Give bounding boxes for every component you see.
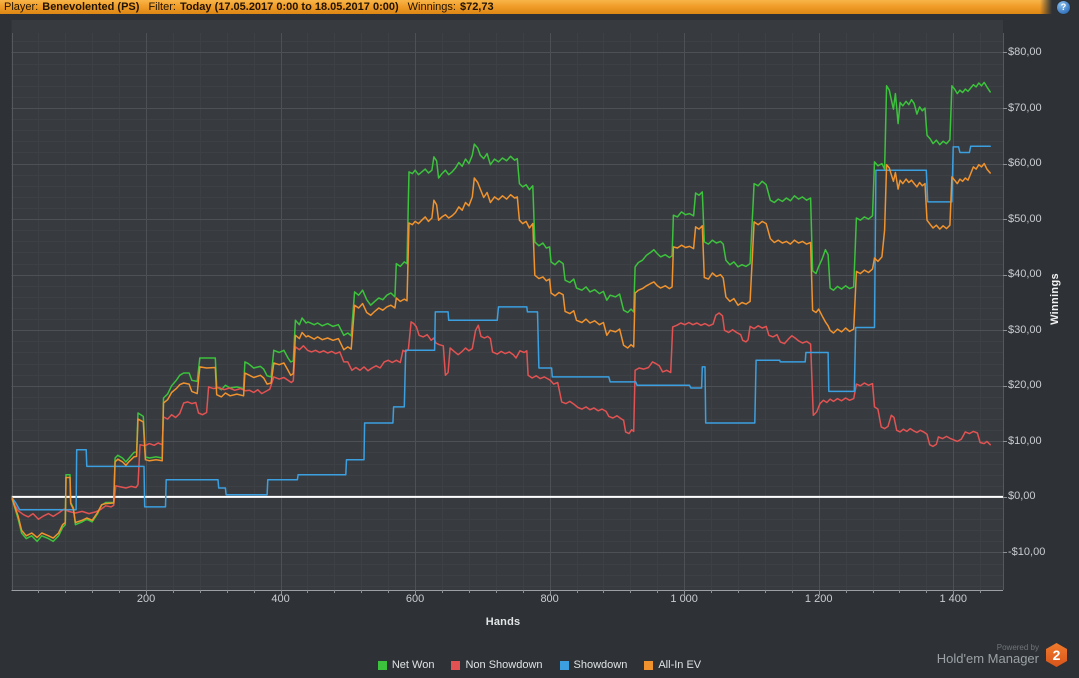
x-tick-label: 200 <box>136 593 156 605</box>
legend-label: Non Showdown <box>465 659 543 671</box>
series-non-showdown <box>11 312 991 520</box>
y-tick-label: $70,00 <box>1008 101 1042 114</box>
player-label: Player: <box>4 1 39 13</box>
y-tick-label: $80,00 <box>1008 45 1042 58</box>
plot-background <box>11 20 1003 590</box>
y-tick-label: $0,00 <box>1008 490 1036 503</box>
legend-label: All-In EV <box>658 659 702 671</box>
y-tick-label: $10,00 <box>1008 434 1042 447</box>
x-axis-title: Hands <box>485 616 521 628</box>
axis-ticks <box>38 52 1007 595</box>
legend-label: Showdown <box>573 659 628 671</box>
series-all-in-ev <box>11 162 991 539</box>
y-tick-label: $30,00 <box>1008 323 1042 336</box>
winnings-label: Winnings: <box>407 1 456 13</box>
legend-swatch-icon <box>451 660 461 670</box>
y-axis-title: Winnings <box>1049 273 1061 325</box>
legend-swatch-icon <box>644 660 654 670</box>
legend-swatch-icon <box>377 660 387 670</box>
legend-item-net-won: Net Won <box>377 659 435 671</box>
legend-item-non-showdown: Non Showdown <box>451 659 543 671</box>
y-tick-label: $20,00 <box>1008 379 1042 392</box>
x-tick-label: 800 <box>540 593 559 605</box>
grid-minor <box>11 33 1003 590</box>
title-filter-bar: Player: Benevolented (PS) Filter: Today (17… <box>0 0 1079 14</box>
legend-swatch-icon <box>559 660 569 670</box>
brand-text: Hold'em Manager <box>936 651 1039 667</box>
winnings-value: $72,73 <box>459 1 494 13</box>
y-tick-label: -$10,00 <box>1008 545 1046 558</box>
legend-item-all-in-ev: All-In EV <box>644 659 701 671</box>
series-net-won <box>11 81 991 543</box>
legend-label: Net Won <box>391 659 435 671</box>
legend-item-showdown: Showdown <box>559 659 628 671</box>
powered-by-block: Powered by Hold'em Manager 2 <box>937 643 1067 667</box>
y-tick-label: $50,00 <box>1008 212 1042 225</box>
series-showdown <box>11 145 991 511</box>
x-tick-label: 1 200 <box>804 593 833 605</box>
help-icon[interactable]: ? <box>1057 1 1070 14</box>
y-tick-label: $40,00 <box>1008 268 1042 281</box>
hm2-badge-icon: 2 <box>1046 643 1067 667</box>
filter-value: Today (17.05.2017 0:00 to 18.05.2017 0:0… <box>179 1 399 13</box>
x-tick-label: 400 <box>271 593 290 605</box>
x-tick-label: 1 400 <box>939 593 967 605</box>
player-value: Benevolented (PS) <box>42 1 140 13</box>
series-group <box>11 81 991 543</box>
x-tick-label: 1 000 <box>670 593 698 605</box>
powered-by-text: Powered by <box>996 642 1039 652</box>
chart-legend: Net Won Non Showdown Showdown All-In EV <box>0 657 1079 673</box>
y-tick-label: $60,00 <box>1008 157 1042 170</box>
x-tick-label: 600 <box>405 593 425 605</box>
filter-label: Filter: <box>148 1 176 13</box>
